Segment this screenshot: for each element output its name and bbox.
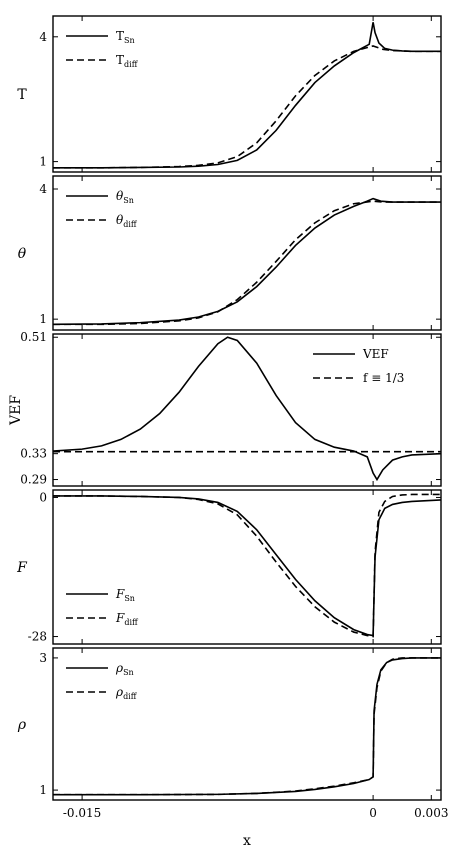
legend-label-subscript: Sn bbox=[123, 196, 134, 205]
series-line-dashed bbox=[53, 493, 441, 638]
axes-frame bbox=[52, 15, 442, 173]
series-line-solid bbox=[53, 22, 441, 169]
ytick-label: -28 bbox=[28, 630, 47, 644]
y-axis-label: VEF bbox=[8, 395, 24, 426]
series-line-solid bbox=[53, 657, 441, 796]
legend-label: Tdiff bbox=[116, 53, 139, 69]
legend-label-subscript: Sn bbox=[123, 668, 134, 677]
legend-label-main: θ bbox=[116, 189, 124, 203]
ytick-label: 1 bbox=[39, 312, 47, 326]
series-line-solid bbox=[52, 336, 442, 482]
xtick-label: 0.003 bbox=[414, 806, 448, 820]
axes-frame bbox=[52, 647, 442, 801]
legend-label-subscript: Sn bbox=[124, 36, 135, 45]
ytick-label: 1 bbox=[39, 783, 47, 797]
xtick-label: 0 bbox=[369, 806, 377, 820]
axes-frame bbox=[52, 489, 442, 645]
axes-frame bbox=[52, 333, 442, 487]
ytick-label: 0.29 bbox=[20, 473, 47, 487]
ytick-label: 0.33 bbox=[20, 447, 47, 461]
series-line-solid bbox=[53, 495, 442, 637]
series-line-dashed bbox=[53, 45, 441, 169]
legend-label-main: θ bbox=[116, 213, 124, 227]
legend-label: TSn bbox=[116, 29, 135, 45]
y-axis-label: θ bbox=[18, 246, 27, 262]
legend-label-main: F bbox=[115, 611, 125, 625]
legend-label-subscript: diff bbox=[123, 220, 138, 229]
series-line-dashed bbox=[53, 657, 441, 796]
legend-label-subscript: diff bbox=[124, 618, 139, 627]
legend-label-main: T bbox=[116, 53, 124, 67]
legend-label: ρdiff bbox=[115, 685, 138, 701]
legend-label-subscript: diff bbox=[123, 692, 138, 701]
ytick-label: 1 bbox=[39, 155, 47, 169]
legend-label-subscript: Sn bbox=[124, 594, 135, 603]
series-line-dashed bbox=[53, 200, 441, 326]
legend-label: ρSn bbox=[115, 661, 134, 677]
ytick-label: 0.51 bbox=[20, 330, 47, 344]
legend: VEF f ≡ 1/3 bbox=[313, 347, 404, 385]
legend-label: θdiff bbox=[116, 213, 138, 229]
ytick-label: 3 bbox=[39, 651, 47, 665]
axes-frame bbox=[52, 175, 442, 331]
legend-label-subscript: diff bbox=[124, 60, 139, 69]
y-axis-label: F bbox=[16, 560, 28, 576]
legend-label-main: ρ bbox=[115, 661, 123, 675]
y-axis-label: ρ bbox=[17, 717, 27, 733]
legend-label: VEF bbox=[362, 347, 389, 361]
legend-label: Fdiff bbox=[115, 611, 139, 627]
legend-label-main: VEF bbox=[362, 347, 389, 361]
series-line-solid bbox=[52, 197, 441, 326]
legend-label: FSn bbox=[115, 587, 135, 603]
y-axis-label: T bbox=[17, 87, 27, 103]
legend-label-main: F bbox=[115, 587, 125, 601]
ytick-label: 4 bbox=[39, 182, 47, 196]
x-axis-label: x bbox=[243, 833, 251, 849]
legend-label-main: T bbox=[116, 29, 124, 43]
panel-3: 0.29 0.33 0.51 VEF VEF f ≡ 1/3 bbox=[8, 330, 442, 487]
xtick-label: -0.015 bbox=[63, 806, 101, 820]
ytick-label: 0 bbox=[39, 490, 47, 504]
ytick-label: 4 bbox=[39, 30, 47, 44]
legend-label: θSn bbox=[116, 189, 134, 205]
legend-label: f ≡ 1/3 bbox=[363, 371, 404, 385]
legend-label-main: ρ bbox=[115, 685, 123, 699]
